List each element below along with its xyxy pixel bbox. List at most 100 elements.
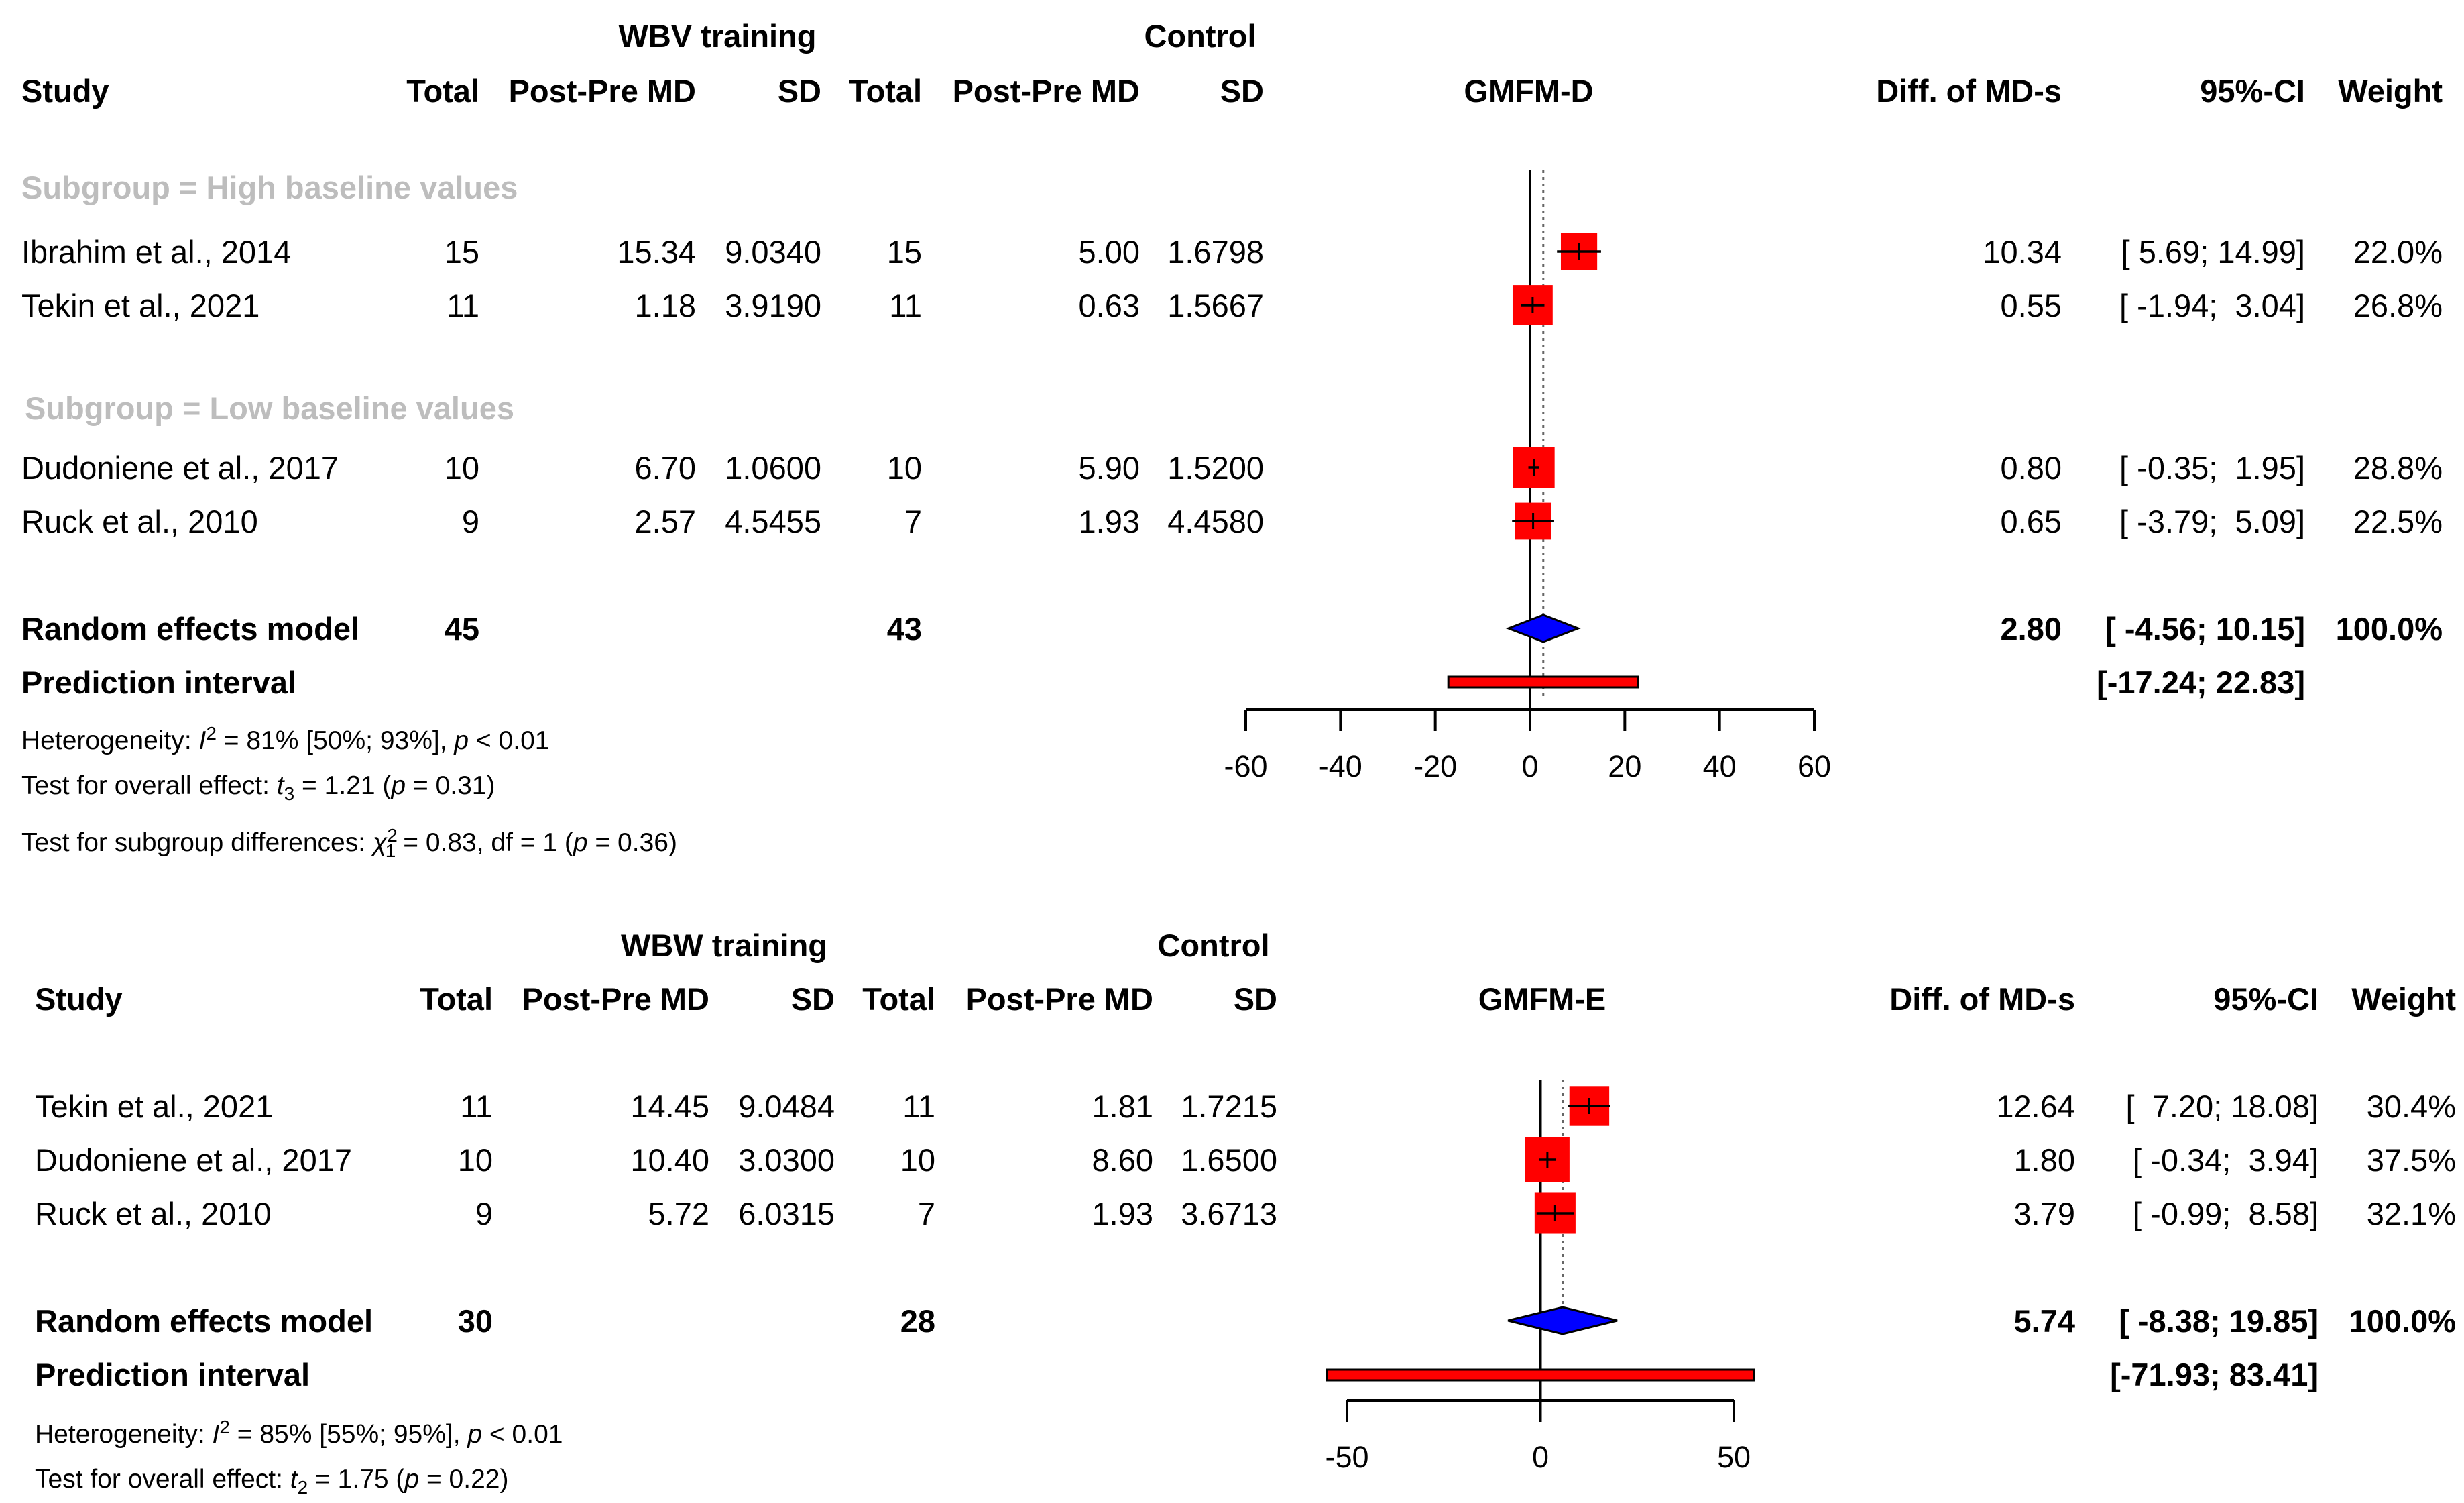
- experimental-group-label: WBW training: [620, 928, 828, 963]
- x-axis-tick-label: -60: [1224, 749, 1267, 783]
- sd-e: 1.0600: [725, 450, 821, 486]
- total-e: 9: [461, 504, 479, 539]
- pooled-label: Random effects model: [21, 611, 360, 647]
- col-md-e: Post-Pre MD: [522, 981, 709, 1017]
- sd-e: 9.0340: [725, 234, 821, 270]
- col-weight: Weight: [2351, 981, 2456, 1017]
- col-total-c: Total: [862, 981, 935, 1017]
- x-axis-tick-label: 40: [1703, 749, 1737, 783]
- sd-c: 3.6713: [1181, 1196, 1277, 1231]
- total-c: 10: [900, 1142, 935, 1178]
- total-c: 7: [917, 1196, 935, 1231]
- study-name: Tekin et al., 2021: [21, 288, 260, 323]
- heterogeneity-text: Heterogeneity: I2 = 85% [55%; 95%], p < …: [35, 1416, 563, 1449]
- col-md-e: Post-Pre MD: [508, 73, 696, 109]
- subgroup-test-text: Test for subgroup differences: χ21 = 0.8…: [21, 825, 677, 861]
- md-c: 5.90: [1078, 450, 1140, 486]
- weight-value: 22.0%: [2353, 234, 2443, 270]
- sd-e: 9.0484: [738, 1089, 835, 1124]
- weight-value: 26.8%: [2353, 288, 2443, 323]
- effect-value: 12.64: [1996, 1089, 2075, 1124]
- pooled-ci: [ -4.56; 10.15]: [2105, 611, 2305, 647]
- total-e: 11: [447, 288, 479, 323]
- weight-value: 32.1%: [2366, 1196, 2456, 1231]
- pooled-total-c: 43: [886, 611, 922, 647]
- col-study: Study: [21, 73, 109, 109]
- effect-value: 0.55: [2000, 288, 2062, 323]
- pooled-diamond: [1505, 614, 1581, 643]
- x-axis-tick-label: 60: [1798, 749, 1831, 783]
- md-c: 5.00: [1078, 234, 1140, 270]
- pooled-total-e: 30: [457, 1303, 493, 1339]
- sd-e: 3.9190: [725, 288, 821, 323]
- study-name: Tekin et al., 2021: [35, 1089, 274, 1124]
- study-name: Ibrahim et al., 2014: [21, 234, 292, 270]
- ci-value: [ -1.94; 3.04]: [2119, 288, 2305, 323]
- md-e: 14.45: [630, 1089, 709, 1124]
- x-axis-tick-label: 20: [1608, 749, 1641, 783]
- ci-value: [ 5.69; 14.99]: [2121, 234, 2305, 270]
- md-e: 15.34: [617, 234, 696, 270]
- forest-plot-gmfm-e: WBW training Control Study Total Post-Pr…: [0, 905, 2464, 1503]
- subgroup-label: Subgroup = High baseline values: [21, 170, 518, 205]
- col-sd-e: SD: [790, 981, 835, 1017]
- pooled-weight: 100.0%: [2349, 1303, 2456, 1339]
- col-md-c: Post-Pre MD: [965, 981, 1153, 1017]
- subgroup-label: Subgroup = Low baseline values: [25, 390, 514, 426]
- pooled-effect: 2.80: [2000, 611, 2062, 647]
- md-e: 10.40: [630, 1142, 709, 1178]
- pooled-diamond: [1507, 1306, 1618, 1335]
- col-sd-e: SD: [777, 73, 821, 109]
- pooled-total-e: 45: [444, 611, 479, 647]
- effect-value: 0.65: [2000, 504, 2062, 539]
- col-sd-c: SD: [1233, 981, 1277, 1017]
- total-c: 11: [902, 1089, 935, 1124]
- col-plot-title: GMFM-E: [1478, 981, 1606, 1017]
- total-e: 11: [460, 1089, 493, 1124]
- sd-c: 1.6798: [1167, 234, 1264, 270]
- weight-value: 37.5%: [2366, 1142, 2456, 1178]
- effect-value: 10.34: [1983, 234, 2062, 270]
- md-e: 5.72: [648, 1196, 709, 1231]
- study-name: Ruck et al., 2010: [35, 1196, 272, 1231]
- col-ci: 95%-CI: [2200, 73, 2305, 109]
- md-c: 1.93: [1078, 504, 1140, 539]
- total-c: 10: [886, 450, 922, 486]
- overall-effect-text: Test for overall effect: t2 = 1.75 (p = …: [35, 1465, 509, 1498]
- col-plot-title: GMFM-D: [1464, 73, 1594, 109]
- md-e: 2.57: [634, 504, 696, 539]
- weight-value: 30.4%: [2366, 1089, 2456, 1124]
- col-total-e: Total: [420, 981, 493, 1017]
- effect-value: 3.79: [2013, 1196, 2075, 1231]
- prediction-interval-bar: [1326, 1368, 1755, 1382]
- ci-value: [ 7.20; 18.08]: [2125, 1089, 2319, 1124]
- x-axis-tick-label: -50: [1325, 1440, 1368, 1474]
- col-sd-c: SD: [1220, 73, 1264, 109]
- col-total-e: Total: [406, 73, 479, 109]
- pooled-total-c: 28: [900, 1303, 935, 1339]
- control-group-label: Control: [1157, 928, 1270, 963]
- ci-value: [ -0.34; 3.94]: [2133, 1142, 2319, 1178]
- col-effect: Diff. of MD-s: [1889, 981, 2075, 1017]
- total-e: 9: [475, 1196, 493, 1231]
- pooled-weight: 100.0%: [2335, 611, 2443, 647]
- ci-value: [ -0.35; 1.95]: [2119, 450, 2305, 486]
- ci-value: [ -3.79; 5.09]: [2119, 504, 2305, 539]
- study-name: Dudoniene et al., 2017: [35, 1142, 352, 1178]
- col-study: Study: [35, 981, 123, 1017]
- study-name: Dudoniene et al., 2017: [21, 450, 339, 486]
- sd-c: 1.7215: [1181, 1089, 1277, 1124]
- heterogeneity-text: Heterogeneity: I2 = 81% [50%; 93%], p < …: [21, 723, 550, 755]
- md-c: 8.60: [1092, 1142, 1153, 1178]
- experimental-group-label: WBV training: [618, 18, 817, 54]
- x-axis-tick-label: 50: [1717, 1440, 1751, 1474]
- forest-plot-gmfm-d: WBV training Control Study Total Post-Pr…: [21, 18, 2443, 861]
- col-weight: Weight: [2338, 73, 2443, 109]
- md-e: 6.70: [634, 450, 696, 486]
- sd-e: 6.0315: [738, 1196, 835, 1231]
- pooled-effect: 5.74: [2013, 1303, 2075, 1339]
- overall-effect-text: Test for overall effect: t3 = 1.21 (p = …: [21, 771, 495, 804]
- pooled-label: Random effects model: [35, 1303, 373, 1339]
- ci-value: [ -0.99; 8.58]: [2133, 1196, 2319, 1231]
- sd-c: 1.5200: [1167, 450, 1264, 486]
